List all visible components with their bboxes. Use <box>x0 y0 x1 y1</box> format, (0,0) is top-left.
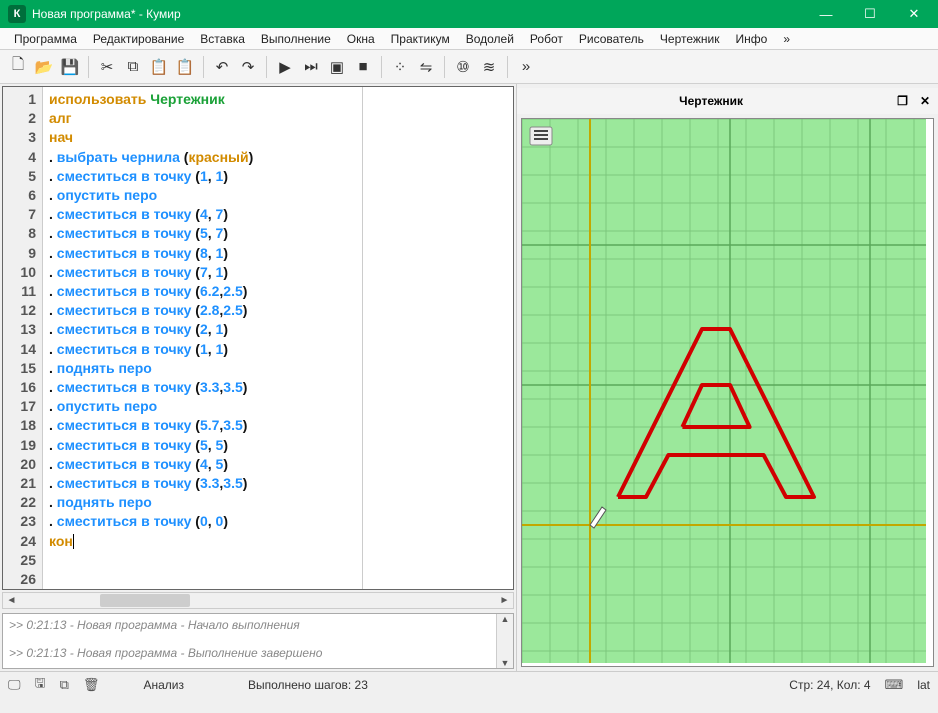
toolbar-step-icon[interactable]: ⏭ <box>299 55 323 79</box>
status-analysis: Анализ <box>143 678 184 692</box>
status-cursor-pos: Стр: 24, Кол: 4 <box>789 678 870 692</box>
status-bar: 🖵 🖫 ⧉ 🗑 Анализ Выполнено шагов: 23 Стр: … <box>0 671 938 697</box>
menu-редактирование[interactable]: Редактирование <box>85 30 192 48</box>
console-line <box>9 632 507 646</box>
menu-инфо[interactable]: Инфо <box>728 30 776 48</box>
menu-вставка[interactable]: Вставка <box>192 30 253 48</box>
drafter-canvas[interactable] <box>522 119 926 663</box>
drafter-panel-header: Чертежник ❐ ✕ <box>517 88 938 114</box>
toolbar-stop-icon[interactable]: ■ <box>351 55 375 79</box>
toolbar-cut-icon[interactable]: ✂ <box>95 55 119 79</box>
status-copy-icon[interactable]: ⧉ <box>60 677 69 693</box>
toolbar-paste-special-icon[interactable]: 📋 <box>173 55 197 79</box>
toolbar-watch-icon[interactable]: ⇋ <box>414 55 438 79</box>
scroll-track[interactable] <box>20 593 496 608</box>
toolbar-copy-icon[interactable]: ⧉ <box>121 55 145 79</box>
menu-рисователь[interactable]: Рисователь <box>571 30 652 48</box>
drafter-panel-title: Чертежник <box>525 94 897 108</box>
drafter-column: Чертежник ❐ ✕ <box>517 84 938 671</box>
toolbar-step-over-icon[interactable]: ▣ <box>325 55 349 79</box>
toolbar-file-new-icon[interactable]: 🗋 <box>6 55 30 79</box>
menu-окна[interactable]: Окна <box>339 30 383 48</box>
drafter-canvas-wrap <box>521 118 934 667</box>
console-v-scrollbar[interactable]: ▲▼ <box>496 614 513 668</box>
status-lang[interactable]: lat <box>917 678 930 692</box>
toolbar-file-save-icon[interactable]: 💾 <box>58 55 82 79</box>
code-area[interactable]: использовать Чертежникалгнач. выбрать че… <box>43 87 363 589</box>
status-monitor-icon[interactable]: 🖵 <box>8 677 21 693</box>
console-line: >> 0:21:13 - Новая программа - Выполнени… <box>9 646 507 660</box>
maximize-button[interactable]: ☐ <box>848 0 892 28</box>
menu-робот[interactable]: Робот <box>522 30 571 48</box>
toolbar-wave-icon[interactable]: ≋ <box>477 55 501 79</box>
status-steps: Выполнено шагов: 23 <box>248 678 368 692</box>
toolbar-redo-icon[interactable]: ↷ <box>236 55 260 79</box>
toolbar-run-icon[interactable]: ▶ <box>273 55 297 79</box>
output-console[interactable]: >> 0:21:13 - Новая программа - Начало вы… <box>2 613 514 669</box>
menu-bar: ПрограммаРедактированиеВставкаВыполнение… <box>0 28 938 50</box>
toolbar-grid-10-icon[interactable]: ⑩ <box>451 55 475 79</box>
keyboard-icon[interactable]: ⌨ <box>885 677 904 693</box>
editor-column: 1234567891011121314151617181920212223242… <box>0 84 517 671</box>
console-line: >> 0:21:13 - Новая программа - Начало вы… <box>9 618 507 632</box>
editor-h-scrollbar[interactable]: ◄ ► <box>2 592 514 609</box>
close-button[interactable]: ✕ <box>892 0 936 28</box>
window-title: Новая программа* - Кумир <box>32 7 804 21</box>
scroll-thumb[interactable] <box>100 594 190 607</box>
menu-практикум[interactable]: Практикум <box>383 30 458 48</box>
code-editor[interactable]: 1234567891011121314151617181920212223242… <box>2 86 514 590</box>
menu-чертежник[interactable]: Чертежник <box>652 30 728 48</box>
toolbar-file-open-icon[interactable]: 📂 <box>32 55 56 79</box>
app-logo-icon: К <box>8 5 26 23</box>
panel-close-icon[interactable]: ✕ <box>920 94 930 108</box>
toolbar-eval-icon[interactable]: ⁘ <box>388 55 412 79</box>
status-save-icon[interactable]: 🖫 <box>35 674 46 696</box>
main-toolbar: 🗋📂💾✂⧉📋📋↶↷▶⏭▣■⁘⇋⑩≋» <box>0 50 938 84</box>
scroll-right-icon[interactable]: ► <box>496 593 513 608</box>
menu-»[interactable]: » <box>775 30 798 48</box>
content-area: 1234567891011121314151617181920212223242… <box>0 84 938 671</box>
menu-программа[interactable]: Программа <box>6 30 85 48</box>
toolbar-undo-icon[interactable]: ↶ <box>210 55 234 79</box>
title-bar: К Новая программа* - Кумир — ☐ ✕ <box>0 0 938 28</box>
toolbar-paste-icon[interactable]: 📋 <box>147 55 171 79</box>
minimize-button[interactable]: — <box>804 0 848 28</box>
menu-выполнение[interactable]: Выполнение <box>253 30 339 48</box>
code-margin <box>363 87 513 589</box>
line-gutter: 1234567891011121314151617181920212223242… <box>3 87 43 589</box>
panel-restore-icon[interactable]: ❐ <box>897 94 908 108</box>
scroll-left-icon[interactable]: ◄ <box>3 593 20 608</box>
toolbar-more-icon[interactable]: » <box>514 55 538 79</box>
menu-водолей[interactable]: Водолей <box>458 30 522 48</box>
status-trash-icon[interactable]: 🗑 <box>83 677 100 693</box>
